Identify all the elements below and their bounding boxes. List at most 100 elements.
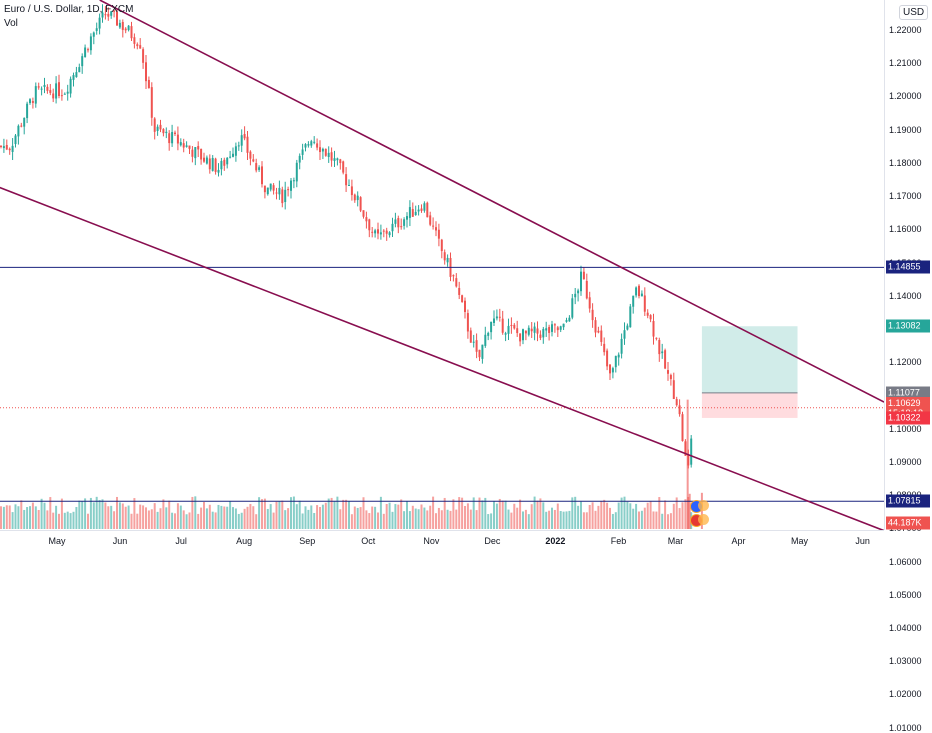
volume-bar: [464, 505, 466, 529]
volume-bar: [345, 499, 348, 529]
volume-bar: [116, 496, 118, 529]
candle-body: [582, 271, 585, 280]
volume-bar: [348, 501, 350, 529]
symbol-title[interactable]: Euro / U.S. Dollar, 1D, FXCM: [4, 4, 134, 15]
candle-body: [669, 375, 672, 380]
time-tick-label: May: [48, 536, 66, 546]
event-earnings-icon[interactable]: [698, 500, 709, 511]
candle-body: [2, 146, 5, 149]
volume-bar: [368, 513, 371, 529]
candle-body: [553, 324, 556, 326]
volume-bar: [147, 510, 150, 529]
candle-body: [611, 368, 614, 373]
candle-body: [469, 330, 472, 343]
candle-body: [150, 87, 153, 118]
candle-body: [490, 321, 493, 333]
chart-canvas[interactable]: [0, 0, 884, 530]
time-axis[interactable]: May Jun Jul Aug Sep Oct Nov Dec 2022 Feb Mar Apr May…: [0, 530, 884, 551]
volume-bar: [507, 509, 510, 529]
volume-bar: [43, 502, 46, 529]
volume-bar: [493, 501, 495, 529]
volume-bar: [200, 507, 203, 529]
volume-bar: [574, 496, 577, 529]
candle-body: [310, 141, 313, 146]
candle-body: [142, 49, 145, 63]
candle-body: [229, 156, 232, 158]
candle-body: [635, 287, 638, 296]
candle-body: [510, 325, 513, 327]
time-tick-label: Dec: [484, 536, 501, 546]
candle-body: [333, 158, 336, 161]
volume-bar: [252, 506, 255, 529]
event-earnings-icon[interactable]: [698, 514, 709, 525]
volume-bar: [446, 509, 449, 529]
candle-body: [461, 295, 464, 303]
volume-bar: [672, 503, 675, 529]
volume-bar: [432, 496, 435, 529]
price-tick-label: 1.04000: [889, 623, 922, 634]
candle-body: [397, 218, 400, 228]
volume-bar: [20, 500, 23, 529]
candle-body: [223, 159, 226, 166]
chart-plot-area[interactable]: Euro / U.S. Dollar, 1D, FXCM Vol: [0, 0, 884, 530]
time-tick-label: Apr: [731, 536, 746, 546]
candle-body: [658, 340, 661, 355]
candle-body: [304, 144, 307, 148]
volume-bar: [681, 502, 684, 529]
price-label-text: 1.13082: [888, 320, 921, 331]
volume-bar: [365, 510, 368, 529]
candle-body: [385, 230, 388, 234]
candle-body: [342, 161, 345, 173]
volume-bar: [261, 499, 263, 529]
candle-body: [353, 194, 356, 201]
volume-bar: [417, 509, 420, 529]
price-tick-label: 1.18000: [889, 157, 922, 168]
volume-bar: [223, 506, 226, 529]
volume-bar: [290, 497, 292, 529]
candle-body: [432, 225, 435, 227]
volume-bar: [185, 514, 188, 529]
candle-body: [678, 405, 681, 415]
candle-body: [205, 157, 208, 164]
price-tick-label: 1.20000: [889, 91, 922, 102]
volume-indicator-label[interactable]: Vol: [4, 18, 18, 29]
volume-bar: [52, 512, 55, 529]
candle-body: [356, 195, 359, 201]
volume-bar: [504, 500, 507, 529]
volume-bar: [58, 513, 60, 529]
candle-body: [548, 327, 551, 333]
volume-bar: [620, 497, 623, 529]
volume-bar: [484, 497, 487, 529]
candle-body: [542, 328, 545, 338]
volume-bar: [388, 502, 391, 529]
volume-bar: [75, 506, 78, 529]
candle-body: [34, 86, 37, 104]
price-label-level-upper: 1.14855: [886, 260, 930, 274]
volume-bar: [316, 505, 319, 529]
candle-body: [191, 149, 194, 157]
volume-bar: [513, 503, 516, 529]
candle-body: [559, 326, 562, 330]
volume-bar: [156, 511, 159, 529]
volume-bar: [162, 499, 165, 529]
volume-bar: [176, 503, 179, 529]
volume-bar: [298, 500, 301, 529]
volume-bar: [142, 505, 145, 529]
time-tick-label: May: [791, 536, 809, 546]
volume-bar: [536, 500, 539, 529]
volume-bar: [165, 507, 168, 529]
candle-body: [116, 11, 118, 26]
candle-body: [316, 143, 319, 148]
price-axis[interactable]: 1.22000 1.21000 1.20000 1.19000 1.18000 1.170…: [884, 0, 932, 733]
volume-bar: [664, 500, 667, 529]
volume-bar: [449, 510, 452, 529]
candle-body: [661, 351, 664, 354]
volume-bar: [481, 500, 484, 529]
candle-body: [391, 223, 394, 232]
candle-body: [614, 355, 617, 368]
currency-selector[interactable]: USD: [899, 5, 929, 20]
time-tick-label: Mar: [667, 536, 684, 546]
volume-bar: [524, 509, 527, 529]
volume-bar: [371, 506, 374, 529]
volume-bar: [324, 502, 327, 529]
